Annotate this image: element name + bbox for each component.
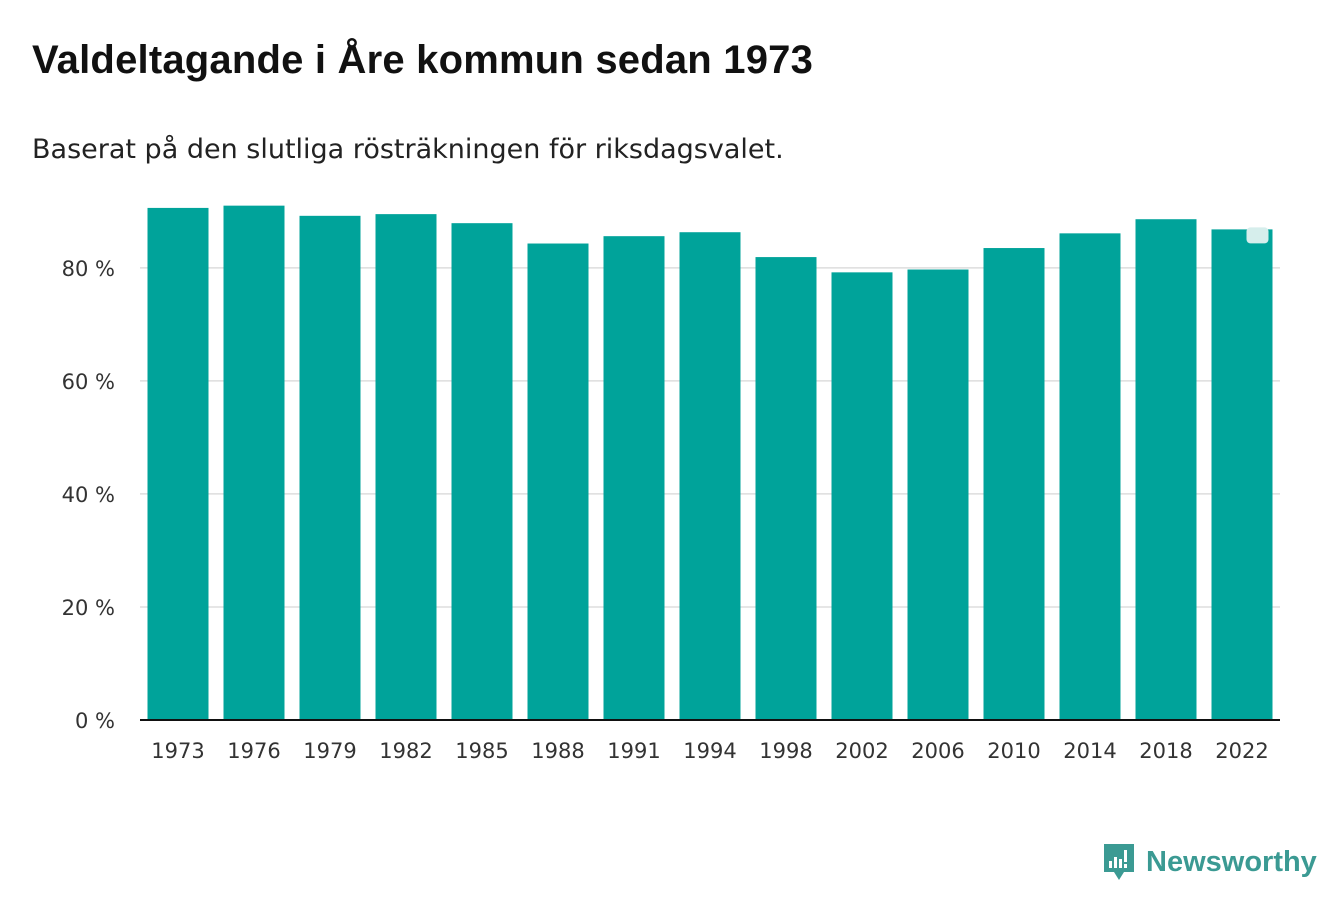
- y-tick-label: 40 %: [62, 483, 115, 507]
- x-tick-label: 2018: [1139, 739, 1192, 763]
- x-tick-label: 2022: [1215, 739, 1268, 763]
- x-tick-label: 1982: [379, 739, 432, 763]
- bar-1979[interactable]: [299, 215, 361, 720]
- x-axis: 1973 1976 1979 1982 1985 1988 1991 1994 1998 2002…: [140, 719, 1280, 763]
- x-tick-label: 1976: [227, 739, 280, 763]
- x-tick-label: 1985: [455, 739, 508, 763]
- bar-2018[interactable]: [1135, 219, 1197, 720]
- bar-2006[interactable]: [907, 269, 969, 720]
- brand-logo: Newsworthy: [1102, 842, 1317, 882]
- x-tick-label: 1979: [303, 739, 356, 763]
- bar-1994[interactable]: [679, 232, 741, 720]
- x-tick-label: 2010: [987, 739, 1040, 763]
- bars: [147, 205, 1273, 721]
- bar-1988[interactable]: [527, 243, 589, 721]
- chart-subtitle: Baserat på den slutliga rösträkningen fö…: [32, 134, 784, 165]
- bar-2002[interactable]: [831, 272, 893, 720]
- x-tick-label: 2002: [835, 739, 888, 763]
- bar-1991[interactable]: [603, 236, 665, 720]
- x-tick-label: 1991: [607, 739, 660, 763]
- bar-1982[interactable]: [375, 214, 437, 720]
- x-tick-label: 1973: [151, 739, 204, 763]
- bar-1985[interactable]: [451, 223, 513, 720]
- bar-1998[interactable]: [755, 257, 817, 720]
- bar-1973[interactable]: [147, 207, 209, 721]
- brand-name: Newsworthy: [1146, 845, 1317, 878]
- y-axis: 0 % 20 % 40 % 60 % 80 %: [62, 257, 115, 733]
- chart-title: Valdeltagande i Åre kommun sedan 1973: [32, 38, 814, 82]
- bar-2014[interactable]: [1059, 233, 1121, 720]
- y-tick-label: 0 %: [75, 709, 115, 733]
- bar-2022[interactable]: [1211, 229, 1273, 721]
- bar-2010[interactable]: [983, 248, 1045, 721]
- x-tick-label: 1994: [683, 739, 736, 763]
- y-tick-label: 60 %: [62, 370, 115, 394]
- newsworthy-logo-icon: [1104, 844, 1134, 880]
- y-tick-label: 20 %: [62, 596, 115, 620]
- x-tick-label: 2014: [1063, 739, 1116, 763]
- y-tick-label: 80 %: [62, 257, 115, 281]
- x-tick-label: 2006: [911, 739, 964, 763]
- x-tick-label: 1998: [759, 739, 812, 763]
- bar-1976[interactable]: [223, 205, 285, 721]
- x-tick-label: 1988: [531, 739, 584, 763]
- highlight-marker: [1246, 227, 1269, 244]
